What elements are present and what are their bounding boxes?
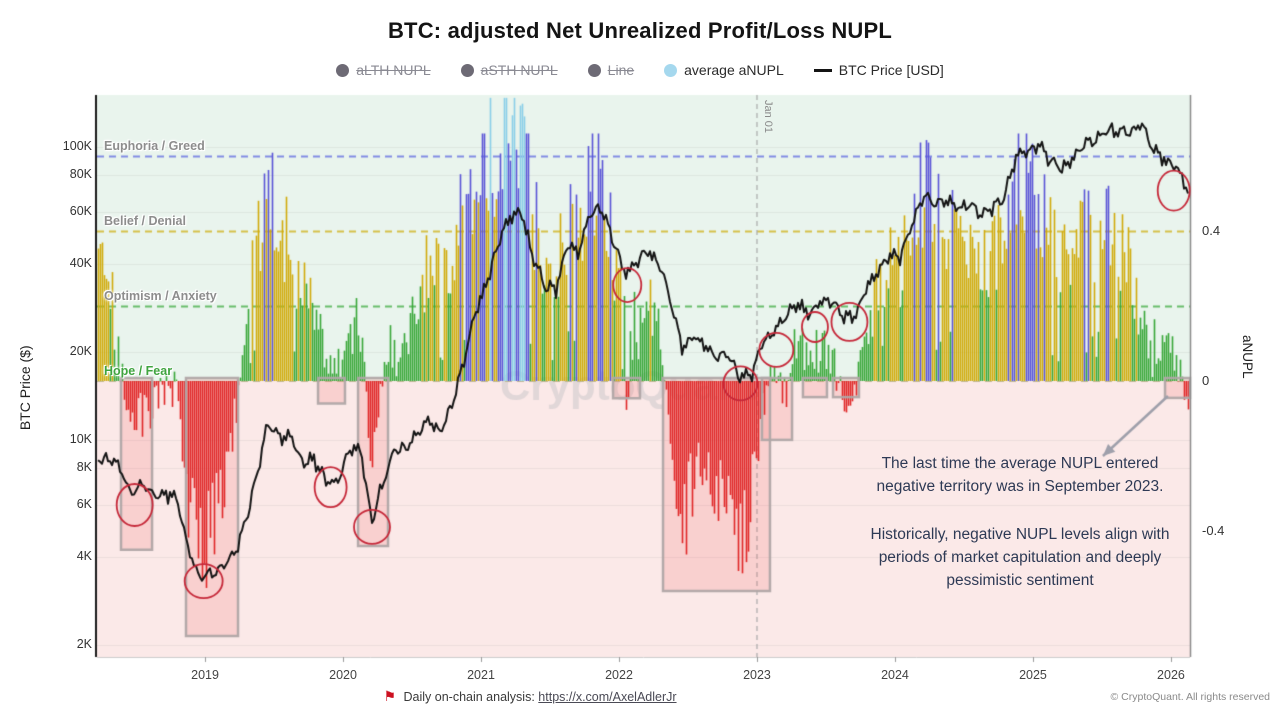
year-tick-2019: 2019 [191,668,219,682]
price-tick-20K: 20K [69,343,92,358]
annotation-paragraph-1: The last time the average NUPL entered n… [876,455,1164,496]
legend-label: aLTH NUPL [356,62,431,78]
price-tick-4K: 4K [76,548,92,563]
band-label-euphoria: Euphoria / Greed [104,139,205,153]
event-line-label: Jan 01 [761,100,774,134]
legend-label: Line [607,62,635,78]
footer-analysis-note: ⚑ Daily on-chain analysis: https://x.com… [0,688,1060,705]
price-tick-60K: 60K [69,204,92,218]
price-axis-title: BTC Price ($) [17,345,33,431]
legend-item-btc-price-usd-[interactable]: BTC Price [USD] [813,62,944,78]
band-label-optimism: Optimism / Anxiety [104,289,217,303]
price-tick-10K: 10K [69,432,92,446]
year-tick-2024: 2024 [881,668,909,682]
legend-line-icon [813,68,832,72]
legend-item-asth-nupl[interactable]: aSTH NUPL [460,62,558,78]
legend-dot-icon [664,63,678,77]
year-tick-2023: 2023 [743,668,771,682]
copyright-note: © CryptoQuant. All rights reserved [1110,691,1270,703]
band-label-hope: Hope / Fear [104,364,173,378]
band-label-belief: Belief / Denial [104,214,186,228]
year-tick-2022: 2022 [605,668,633,682]
anupl-tick--0.4: -0.4 [1202,523,1225,538]
legend-item-average-anupl[interactable]: average aNUPL [664,62,784,78]
price-tick-8K: 8K [76,460,92,475]
year-tick-2025: 2025 [1019,668,1047,682]
annotation-paragraph-2: Historically, negative NUPL levels align… [870,525,1170,590]
anupl-tick-0: 0 [1202,373,1210,388]
price-tick-80K: 80K [69,167,92,182]
legend-dot-icon [460,63,474,77]
year-tick-2026: 2026 [1157,668,1185,682]
footer-link[interactable]: https://x.com/AxelAdlerJr [538,690,677,704]
legend-label: BTC Price [USD] [838,62,944,78]
footer-text: Daily on-chain analysis: [403,690,535,704]
legend-dot-icon [587,63,601,77]
price-tick-6K: 6K [76,497,92,511]
legend-item-line[interactable]: Line [587,62,635,78]
analyst-annotation: The last time the average NUPL entered n… [855,452,1185,592]
flag-icon: ⚑ [383,688,397,704]
year-tick-2020: 2020 [329,668,357,682]
legend-dot-icon [336,63,350,77]
legend-label: average aNUPL [684,62,784,78]
legend-item-alth-nupl[interactable]: aLTH NUPL [336,62,431,78]
anupl-tick-0.4: 0.4 [1202,223,1221,238]
price-tick-40K: 40K [69,255,92,270]
chart-legend: aLTH NUPL aSTH NUPL Line average aNUPL BTC P… [0,62,1280,78]
price-tick-2K: 2K [76,636,92,651]
year-tick-2021: 2021 [467,668,495,682]
price-tick-100K: 100K [62,139,92,153]
page-title: BTC: adjusted Net Unrealized Profit/Loss… [387,18,893,43]
legend-label: aSTH NUPL [480,62,558,78]
anupl-axis-title: aNUPL [1240,335,1255,379]
